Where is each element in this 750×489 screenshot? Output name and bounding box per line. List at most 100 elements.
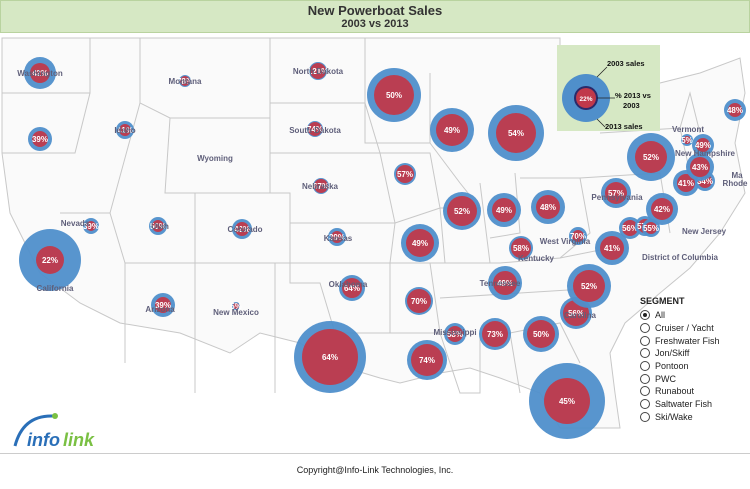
- state-bubble[interactable]: 58%: [509, 236, 533, 260]
- state-bubble[interactable]: 50%: [523, 316, 559, 352]
- state-bubble[interactable]: 49%: [430, 108, 474, 152]
- bubble-2013[interactable]: [36, 246, 64, 274]
- state-bubble[interactable]: 64%: [294, 321, 366, 393]
- segment-option[interactable]: All: [640, 309, 720, 322]
- state-bubble[interactable]: 56%: [619, 217, 641, 239]
- segment-options[interactable]: All Cruiser / Yacht Freshwater Fish Jon/Ski…: [640, 309, 720, 423]
- state-bubble[interactable]: 48%: [724, 99, 746, 121]
- bubble-2013[interactable]: [447, 326, 463, 342]
- segment-option[interactable]: Ski/Wake: [640, 411, 720, 424]
- state-bubble[interactable]: 39%: [28, 127, 52, 151]
- bubble-2013[interactable]: [696, 138, 710, 152]
- segment-option[interactable]: Jon/Skiff: [640, 347, 720, 360]
- state-bubble[interactable]: 42%: [646, 193, 678, 225]
- state-bubble[interactable]: 43%: [686, 153, 714, 181]
- segment-option[interactable]: Pontoon: [640, 360, 720, 373]
- bubble-2013[interactable]: [677, 174, 695, 192]
- state-bubble[interactable]: 58%: [444, 323, 466, 345]
- bubble-2013[interactable]: [152, 220, 164, 232]
- state-bubble[interactable]: 49%: [401, 224, 439, 262]
- bubble-2013[interactable]: [600, 236, 624, 260]
- state-bubble[interactable]: 41%: [116, 121, 134, 139]
- bubble-2013[interactable]: [155, 297, 171, 313]
- state-bubble[interactable]: 73%: [479, 318, 511, 350]
- state-bubble[interactable]: 74%: [407, 340, 447, 380]
- segment-option[interactable]: Runabout: [640, 385, 720, 398]
- segment-filter[interactable]: SEGMENT All Cruiser / Yacht Freshwater Fis…: [640, 296, 720, 423]
- state-bubble[interactable]: 78%: [177, 75, 193, 87]
- bubble-2013[interactable]: [86, 221, 96, 231]
- bubble-2013[interactable]: [30, 63, 50, 83]
- state-bubble[interactable]: 49%: [487, 193, 521, 227]
- bubble-2013[interactable]: [493, 271, 517, 295]
- state-bubble[interactable]: 42%: [24, 57, 56, 89]
- state-bubble[interactable]: 52%: [567, 264, 611, 308]
- bubble-2013[interactable]: [396, 165, 414, 183]
- bubble-2013[interactable]: [544, 378, 590, 424]
- bubble-2013[interactable]: [605, 182, 627, 204]
- bubble-2013[interactable]: [573, 270, 605, 302]
- bubble-2013[interactable]: [482, 321, 508, 347]
- bubble-2013[interactable]: [436, 114, 468, 146]
- radio-icon[interactable]: [640, 310, 650, 321]
- state-bubble[interactable]: 41%: [595, 231, 629, 265]
- bubble-2013[interactable]: [180, 76, 190, 86]
- bubble-2013[interactable]: [331, 231, 343, 243]
- bubble-2013[interactable]: [314, 179, 328, 193]
- state-bubble[interactable]: 5%: [681, 134, 693, 146]
- state-bubble[interactable]: 54%: [488, 105, 544, 161]
- radio-icon[interactable]: [640, 373, 650, 384]
- bubble-2013[interactable]: [302, 329, 358, 385]
- state-bubble[interactable]: 39%: [328, 228, 346, 246]
- state-bubble[interactable]: 57%: [601, 178, 631, 208]
- state-bubble[interactable]: 52%: [627, 133, 675, 181]
- bubble-2013[interactable]: [536, 195, 560, 219]
- state-bubble[interactable]: 121%: [308, 62, 328, 80]
- bubble-2013[interactable]: [683, 136, 691, 144]
- bubble-2013[interactable]: [492, 198, 516, 222]
- segment-option[interactable]: Saltwater Fish: [640, 398, 720, 411]
- bubble-2013[interactable]: [447, 196, 477, 226]
- state-bubble[interactable]: 42%: [232, 219, 252, 239]
- bubble-2013[interactable]: [407, 289, 431, 313]
- bubble-2013[interactable]: [651, 198, 673, 220]
- state-bubble[interactable]: 57%: [394, 163, 416, 185]
- state-bubble[interactable]: 67%: [313, 178, 329, 194]
- bubble-2013[interactable]: [235, 222, 249, 236]
- state-bubble[interactable]: 39%: [151, 293, 175, 317]
- state-bubble[interactable]: 48%: [531, 190, 565, 224]
- bubble-2013[interactable]: [635, 141, 667, 173]
- segment-option[interactable]: Cruiser / Yacht: [640, 322, 720, 335]
- segment-option[interactable]: Freshwater Fish: [640, 334, 720, 347]
- state-bubble[interactable]: 49%: [488, 266, 522, 300]
- us-map[interactable]: 42% 78% 121% 39% 41% 74% 57% 67% 39% 50% 42% 39% 22%…: [0, 33, 750, 453]
- state-bubble[interactable]: 39%: [83, 218, 99, 234]
- bubble-2013[interactable]: [406, 229, 434, 257]
- radio-icon[interactable]: [640, 399, 650, 410]
- state-bubble[interactable]: 70%: [569, 227, 587, 245]
- bubble-2013[interactable]: [308, 122, 322, 136]
- state-bubble[interactable]: 22%: [19, 229, 81, 291]
- state-bubble[interactable]: 74%: [307, 121, 323, 137]
- bubble-2013[interactable]: [511, 238, 531, 258]
- map-area[interactable]: 42% 78% 121% 39% 41% 74% 57% 67% 39% 50% 42% 39% 22%…: [0, 33, 750, 454]
- bubble-2013[interactable]: [119, 124, 131, 136]
- radio-icon[interactable]: [640, 323, 650, 334]
- state-bubble[interactable]: 49%: [692, 134, 714, 156]
- state-bubble[interactable]: 50%: [149, 217, 167, 235]
- state-bubble[interactable]: 45%: [529, 363, 605, 439]
- state-bubble[interactable]: 50%: [367, 68, 421, 122]
- radio-icon[interactable]: [640, 335, 650, 346]
- bubble-2013[interactable]: [233, 303, 239, 309]
- bubble-2013[interactable]: [310, 63, 326, 79]
- radio-icon[interactable]: [640, 348, 650, 359]
- segment-option[interactable]: PWC: [640, 372, 720, 385]
- bubble-2013[interactable]: [374, 75, 414, 115]
- state-bubble[interactable]: 70%: [405, 287, 433, 315]
- bubble-2013[interactable]: [622, 220, 638, 236]
- state-bubble[interactable]: 52%: [443, 192, 481, 230]
- radio-icon[interactable]: [640, 411, 650, 422]
- bubble-2013[interactable]: [342, 278, 362, 298]
- state-bubble[interactable]: 64%: [339, 275, 365, 301]
- bubble-2013[interactable]: [690, 157, 710, 177]
